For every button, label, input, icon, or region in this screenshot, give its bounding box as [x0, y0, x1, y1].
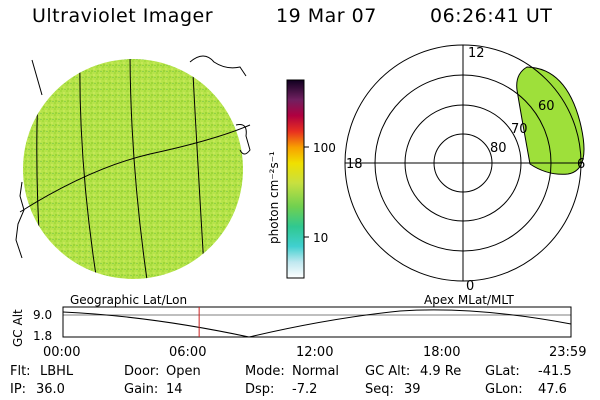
flt-value: LBHL [40, 364, 74, 379]
mlt-label-18: 18 [346, 157, 363, 172]
apex-label: Apex MLat/MLT [424, 293, 514, 307]
altitude-curve [62, 309, 572, 338]
app-title: Ultraviolet Imager [32, 5, 214, 27]
y-tick-label: 9.0 [33, 308, 52, 322]
geographic-label: Geographic Lat/Lon [70, 293, 187, 307]
dsp-value: -7.2 [292, 382, 318, 397]
gain-label: Gain: [124, 382, 159, 397]
meridian-line [79, 59, 101, 279]
seq-label: Seq: [365, 382, 394, 397]
mlt-label-6: 6 [577, 157, 585, 172]
ip-value: 36.0 [36, 382, 65, 397]
gc-alt-value: 4.9 Re [420, 364, 462, 379]
timeline-frame [62, 306, 572, 338]
dsp-label: Dsp: [245, 382, 275, 397]
mode-label: Mode: [245, 364, 285, 379]
ip-label: IP: [10, 382, 27, 397]
coastline [189, 55, 247, 77]
latitude-line [19, 124, 251, 213]
colorbar-tick-label: 10 [313, 231, 328, 245]
mlat-label-60: 60 [538, 99, 555, 114]
door-value: Open [166, 364, 201, 379]
glon-label: GLon: [485, 382, 523, 397]
mlt-label-0: 0 [466, 279, 474, 294]
glat-label: GLat: [485, 364, 520, 379]
x-tick-label: 23:59 [549, 345, 586, 360]
gc-alt-axis-label: GC Alt [11, 309, 25, 347]
glat-value: -41.5 [538, 364, 572, 379]
colorbar-unit-label: photon cm⁻²s⁻¹ [267, 151, 281, 244]
meridian-line [129, 59, 151, 279]
coastline [235, 124, 251, 155]
x-tick-label: 18:00 [423, 345, 460, 360]
x-tick-label: 06:00 [169, 345, 206, 360]
y-tick-label: 1.8 [33, 329, 52, 343]
seq-value: 39 [404, 382, 421, 397]
mlat-label-80: 80 [490, 141, 507, 156]
polar-mlt-plot: 12 18 6 0 60 70 80 [344, 44, 585, 294]
altitude-timeline: Geographic Lat/Lon Apex MLat/MLT GC Alt … [11, 293, 586, 360]
earth-disk-image [15, 55, 251, 279]
date-label: 19 Mar 07 [276, 5, 377, 27]
mode-value: Normal [292, 364, 340, 379]
glon-value: 47.6 [538, 382, 567, 397]
gain-value: 14 [166, 382, 183, 397]
mlat-label-70: 70 [511, 122, 528, 137]
x-tick-label: 00:00 [43, 345, 80, 360]
auroral-oval [516, 66, 585, 175]
mlt-label-12: 12 [468, 46, 485, 61]
gc-alt-label: GC Alt: [365, 364, 411, 379]
meridian-line [31, 59, 43, 96]
coastline [15, 181, 25, 259]
intensity-colorbar: 100 10 photon cm⁻²s⁻¹ [267, 79, 336, 279]
colorbar-tick-label: 100 [313, 141, 336, 155]
flt-label: Flt: [10, 364, 31, 379]
time-label: 06:26:41 UT [430, 5, 553, 27]
door-label: Door: [124, 364, 160, 379]
x-tick-label: 12:00 [296, 345, 333, 360]
